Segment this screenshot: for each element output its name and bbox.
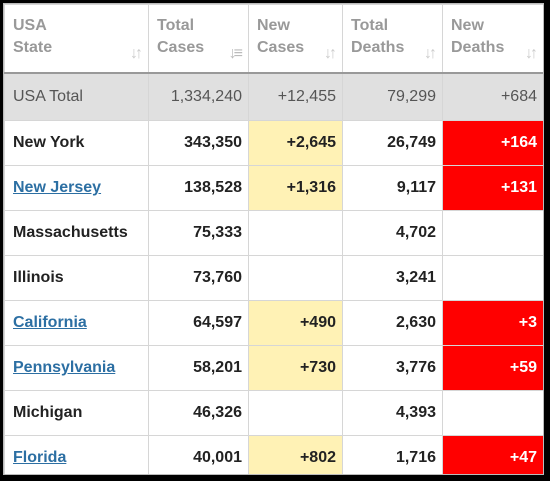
total-cases-cell: 73,760 bbox=[148, 255, 249, 301]
covid-table-panel: USA State ↓↑ Total Cases ↓≡ New Cases ↓↑… bbox=[3, 3, 544, 475]
table-body: USA Total 1,334,240 +12,455 79,299 +684 … bbox=[4, 72, 543, 474]
state-link[interactable]: Florida bbox=[13, 449, 67, 466]
total-cases-cell: 40,001 bbox=[148, 435, 249, 474]
total-cases-cell: 46,326 bbox=[148, 390, 249, 436]
total-row: USA Total 1,334,240 +12,455 79,299 +684 bbox=[4, 72, 543, 121]
total-cases-cell: 64,597 bbox=[148, 300, 249, 346]
total-cases: 1,334,240 bbox=[148, 72, 249, 121]
table-row: Massachusetts 75,333 4,702 bbox=[4, 210, 543, 256]
header-total-deaths-line1: Total bbox=[351, 17, 389, 34]
header-new-cases[interactable]: New Cases ↓↑ bbox=[248, 4, 343, 73]
total-new-deaths: +684 bbox=[442, 72, 543, 121]
state-cell: Pennsylvania bbox=[4, 345, 149, 391]
header-total-deaths-line2: Deaths bbox=[351, 39, 405, 56]
table-row: Michigan 46,326 4,393 bbox=[4, 390, 543, 436]
table-row: Florida 40,001 +802 1,716 +47 bbox=[4, 435, 543, 474]
sort-icon[interactable]: ↓↑ bbox=[424, 45, 437, 62]
header-new-cases-line2: Cases bbox=[257, 39, 305, 56]
state-name: Illinois bbox=[13, 269, 64, 286]
new-deaths-cell: +164 bbox=[442, 120, 543, 166]
header-new-cases-line1: New bbox=[257, 17, 290, 34]
header-total-cases-line2: Cases bbox=[157, 39, 205, 56]
sort-icon[interactable]: ↓↑ bbox=[130, 45, 143, 62]
table-row: Pennsylvania 58,201 +730 3,776 +59 bbox=[4, 345, 543, 391]
total-cases-cell: 343,350 bbox=[148, 120, 249, 166]
total-deaths-cell: 3,776 bbox=[342, 345, 443, 391]
new-cases-cell bbox=[248, 255, 343, 301]
new-deaths-cell: +3 bbox=[442, 300, 543, 346]
total-label: USA Total bbox=[4, 72, 149, 121]
state-name: Michigan bbox=[13, 404, 83, 421]
new-cases-cell: +490 bbox=[248, 300, 343, 346]
state-cell: Illinois bbox=[4, 255, 149, 301]
new-deaths-cell bbox=[442, 390, 543, 436]
total-deaths-cell: 3,241 bbox=[342, 255, 443, 301]
total-new-cases: +12,455 bbox=[248, 72, 343, 121]
state-link[interactable]: California bbox=[13, 314, 87, 331]
state-cell: Massachusetts bbox=[4, 210, 149, 256]
table-header: USA State ↓↑ Total Cases ↓≡ New Cases ↓↑… bbox=[4, 4, 543, 73]
total-deaths-cell: 1,716 bbox=[342, 435, 443, 474]
header-total-cases-line1: Total bbox=[157, 17, 195, 34]
new-deaths-cell: +59 bbox=[442, 345, 543, 391]
total-deaths-cell: 2,630 bbox=[342, 300, 443, 346]
new-deaths-cell bbox=[442, 210, 543, 256]
state-link[interactable]: New Jersey bbox=[13, 179, 102, 196]
header-state[interactable]: USA State ↓↑ bbox=[4, 4, 149, 73]
covid-table: USA State ↓↑ Total Cases ↓≡ New Cases ↓↑… bbox=[4, 4, 543, 474]
total-cases-cell: 58,201 bbox=[148, 345, 249, 391]
total-deaths-cell: 4,702 bbox=[342, 210, 443, 256]
state-name: Massachusetts bbox=[13, 224, 128, 241]
header-total-cases[interactable]: Total Cases ↓≡ bbox=[148, 4, 249, 73]
state-link[interactable]: Pennsylvania bbox=[13, 359, 116, 376]
table-row: Illinois 73,760 3,241 bbox=[4, 255, 543, 301]
header-new-deaths[interactable]: New Deaths ↓↑ bbox=[442, 4, 543, 73]
new-deaths-cell bbox=[442, 255, 543, 301]
state-name: New York bbox=[13, 134, 85, 151]
table-row: New York 343,350 +2,645 26,749 +164 bbox=[4, 120, 543, 166]
new-cases-cell bbox=[248, 390, 343, 436]
new-cases-cell: +802 bbox=[248, 435, 343, 474]
sort-icon[interactable]: ↓↑ bbox=[525, 45, 538, 62]
total-deaths-cell: 9,117 bbox=[342, 165, 443, 211]
total-cases-cell: 75,333 bbox=[148, 210, 249, 256]
state-cell: Florida bbox=[4, 435, 149, 474]
header-total-deaths[interactable]: Total Deaths ↓↑ bbox=[342, 4, 443, 73]
total-deaths: 79,299 bbox=[342, 72, 443, 121]
state-cell: New Jersey bbox=[4, 165, 149, 211]
new-deaths-cell: +131 bbox=[442, 165, 543, 211]
header-state-line2: State bbox=[13, 39, 53, 56]
header-state-line1: USA bbox=[13, 17, 47, 34]
header-new-deaths-line1: New bbox=[451, 17, 484, 34]
total-cases-cell: 138,528 bbox=[148, 165, 249, 211]
table-row: New Jersey 138,528 +1,316 9,117 +131 bbox=[4, 165, 543, 211]
total-deaths-cell: 26,749 bbox=[342, 120, 443, 166]
sort-icon[interactable]: ↓↑ bbox=[324, 45, 337, 62]
new-cases-cell bbox=[248, 210, 343, 256]
state-cell: California bbox=[4, 300, 149, 346]
state-cell: New York bbox=[4, 120, 149, 166]
new-deaths-cell: +47 bbox=[442, 435, 543, 474]
state-cell: Michigan bbox=[4, 390, 149, 436]
new-cases-cell: +730 bbox=[248, 345, 343, 391]
new-cases-cell: +2,645 bbox=[248, 120, 343, 166]
sort-active-icon[interactable]: ↓≡ bbox=[228, 45, 243, 62]
header-new-deaths-line2: Deaths bbox=[451, 39, 505, 56]
new-cases-cell: +1,316 bbox=[248, 165, 343, 211]
total-deaths-cell: 4,393 bbox=[342, 390, 443, 436]
table-row: California 64,597 +490 2,630 +3 bbox=[4, 300, 543, 346]
